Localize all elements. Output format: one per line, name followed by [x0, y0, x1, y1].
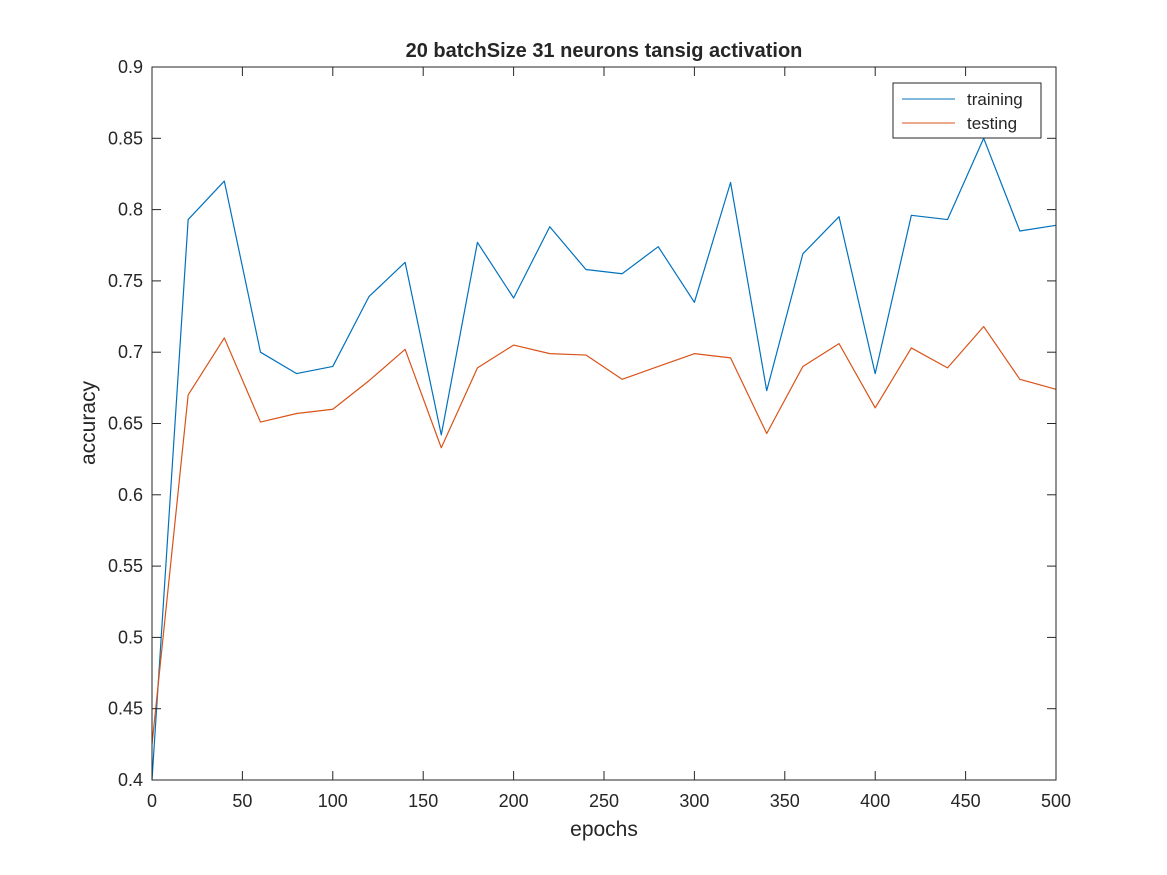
y-tick-label: 0.5 — [118, 627, 143, 647]
plot-area — [152, 67, 1056, 780]
x-tick-label: 500 — [1041, 791, 1071, 811]
x-tick-label: 50 — [232, 791, 252, 811]
y-tick-label: 0.4 — [118, 770, 143, 790]
y-tick-label: 0.9 — [118, 57, 143, 77]
legend: training testing — [892, 82, 1042, 139]
x-tick-label: 250 — [589, 791, 619, 811]
series-line-training — [151, 137, 1057, 781]
x-tick-label: 200 — [499, 791, 529, 811]
series-layer — [151, 137, 1057, 781]
y-axis-label: accuracy — [77, 380, 100, 465]
legend-label-training: training — [967, 90, 1023, 109]
x-tick-label: 300 — [679, 791, 709, 811]
y-tick-label: 0.55 — [108, 556, 143, 576]
x-tick-label: 100 — [318, 791, 348, 811]
legend-label-testing: testing — [967, 114, 1017, 133]
x-tick-label: 350 — [770, 791, 800, 811]
x-tick-label: 400 — [860, 791, 890, 811]
y-tick-label: 0.75 — [108, 271, 143, 291]
x-tick-label: 0 — [147, 791, 157, 811]
x-axis-label: epochs — [570, 818, 638, 841]
series-line-testing — [151, 325, 1057, 745]
y-tick-label: 0.7 — [118, 342, 143, 362]
y-tick-label: 0.65 — [108, 414, 143, 434]
y-tick-label: 0.6 — [118, 485, 143, 505]
legend-box — [892, 82, 1042, 139]
axes-box — [151, 66, 1057, 781]
x-tick-label: 450 — [951, 791, 981, 811]
x-tick-label: 150 — [408, 791, 438, 811]
y-tick-label: 0.85 — [108, 128, 143, 148]
chart-title: 20 batchSize 31 neurons tansig activatio… — [406, 40, 803, 62]
ticks-layer: 0 50 100 150 200 250 300 350 400 450 500 0.4 0.45 0.5… — [108, 57, 1071, 811]
y-tick-label: 0.45 — [108, 699, 143, 719]
y-tick-label: 0.8 — [118, 200, 143, 220]
